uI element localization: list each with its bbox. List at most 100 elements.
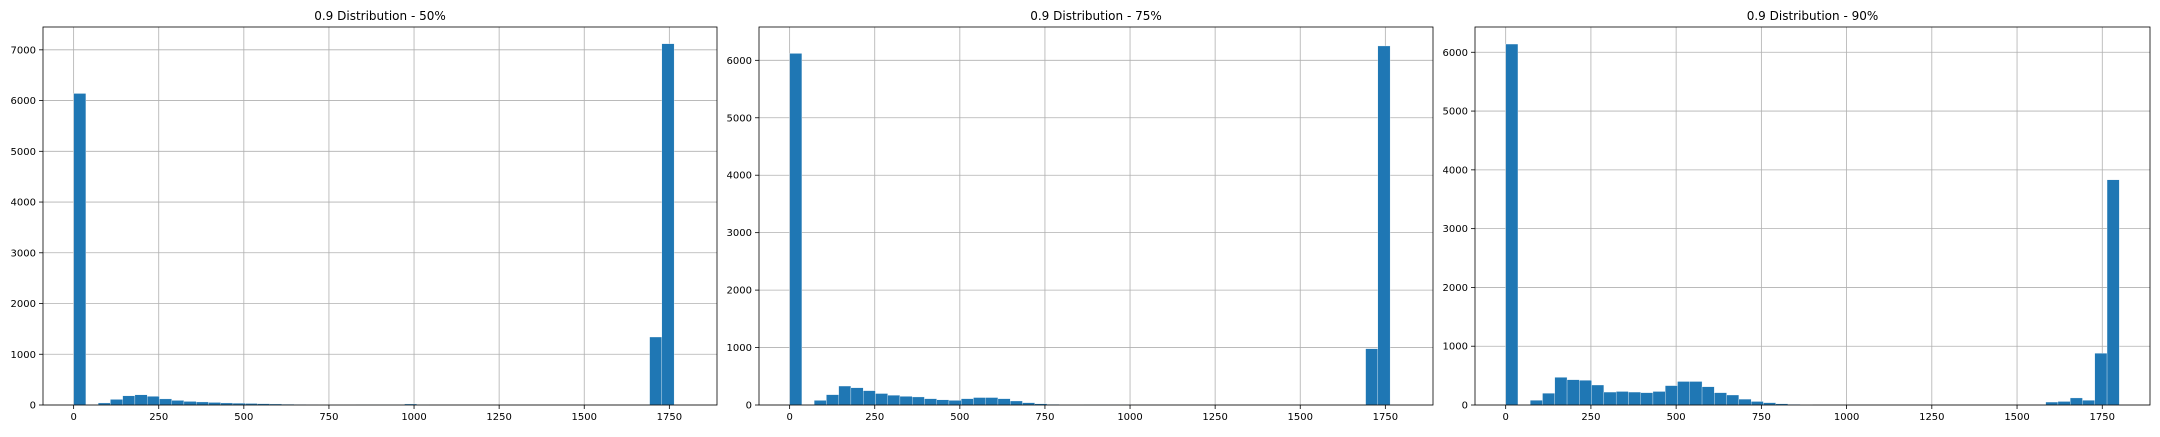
histogram-bar bbox=[973, 398, 985, 405]
histogram-bar bbox=[110, 399, 122, 405]
chart-title: 0.9 Distribution - 50% bbox=[314, 9, 446, 23]
histogram-bar bbox=[1592, 385, 1604, 405]
histogram-bar bbox=[662, 44, 674, 405]
histogram-bar bbox=[1665, 386, 1677, 405]
histogram-bar bbox=[196, 402, 208, 405]
histogram-bar bbox=[924, 399, 936, 405]
histogram-bar bbox=[1543, 393, 1555, 405]
x-tick-label: 750 bbox=[319, 412, 338, 423]
x-tick-label: 1000 bbox=[401, 412, 426, 423]
x-tick-label: 1750 bbox=[1373, 412, 1398, 423]
x-tick-label: 1500 bbox=[2004, 412, 2029, 423]
histogram-bar bbox=[650, 337, 662, 405]
x-tick-label: 1500 bbox=[572, 412, 597, 423]
y-tick-label: 7000 bbox=[11, 45, 36, 56]
histogram-bar bbox=[986, 398, 998, 405]
x-tick-label: 0 bbox=[1502, 412, 1508, 423]
x-tick-label: 1000 bbox=[1834, 412, 1859, 423]
histogram-bar bbox=[1702, 387, 1714, 405]
histogram-bar bbox=[826, 395, 838, 405]
y-tick-label: 3000 bbox=[727, 228, 752, 239]
y-tick-label: 4000 bbox=[727, 171, 752, 182]
histogram-bar bbox=[839, 386, 851, 405]
y-tick-label: 3000 bbox=[11, 248, 36, 259]
histogram-bar bbox=[159, 399, 171, 405]
y-tick-label: 1000 bbox=[727, 343, 752, 354]
y-tick-label: 4000 bbox=[1443, 165, 1468, 176]
y-tick-label: 1000 bbox=[1443, 342, 1468, 353]
x-tick-label: 0 bbox=[70, 412, 76, 423]
x-tick-label: 1250 bbox=[1202, 412, 1227, 423]
histogram-bar bbox=[1751, 401, 1763, 405]
y-tick-label: 3000 bbox=[1443, 224, 1468, 235]
x-tick-label: 1500 bbox=[1288, 412, 1313, 423]
y-tick-label: 2000 bbox=[11, 299, 36, 310]
histogram-bar bbox=[961, 399, 973, 405]
histogram-bar bbox=[2070, 398, 2082, 405]
histogram-bar bbox=[1739, 399, 1751, 405]
y-tick-label: 2000 bbox=[1443, 283, 1468, 294]
histogram-bar bbox=[1714, 393, 1726, 405]
y-tick-label: 0 bbox=[746, 401, 752, 412]
histogram-bar bbox=[1378, 46, 1390, 405]
histogram-bar bbox=[1653, 391, 1665, 405]
y-tick-label: 0 bbox=[1462, 401, 1468, 412]
histogram-bar bbox=[1727, 395, 1739, 405]
x-tick-label: 250 bbox=[1581, 412, 1600, 423]
x-tick-label: 1250 bbox=[486, 412, 511, 423]
x-tick-label: 1000 bbox=[1117, 412, 1142, 423]
histogram-bar bbox=[1678, 381, 1690, 405]
x-tick-label: 750 bbox=[1752, 412, 1771, 423]
histogram-bar bbox=[1530, 400, 1542, 405]
histogram-bar bbox=[1604, 392, 1616, 405]
histogram-bar bbox=[937, 400, 949, 405]
histogram-bar bbox=[900, 396, 912, 405]
histogram-bar bbox=[863, 391, 875, 405]
x-tick-label: 750 bbox=[1035, 412, 1054, 423]
y-tick-label: 6000 bbox=[1443, 48, 1468, 59]
histogram-bar bbox=[1579, 380, 1591, 405]
y-tick-label: 6000 bbox=[11, 96, 36, 107]
histogram-bar bbox=[875, 394, 887, 405]
y-tick-label: 5000 bbox=[1443, 107, 1468, 118]
histogram-bar bbox=[1506, 44, 1518, 405]
y-tick-label: 5000 bbox=[727, 113, 752, 124]
x-tick-label: 500 bbox=[1667, 412, 1686, 423]
y-tick-label: 5000 bbox=[11, 147, 36, 158]
x-tick-label: 500 bbox=[950, 412, 969, 423]
histogram-bar bbox=[2095, 353, 2107, 405]
histogram-bar bbox=[184, 401, 196, 405]
histogram-bar bbox=[2083, 400, 2095, 405]
histogram-bar bbox=[814, 400, 826, 405]
histogram-bar bbox=[1567, 380, 1579, 405]
histogram-bar bbox=[2058, 401, 2070, 405]
histogram-bar bbox=[998, 399, 1010, 405]
histogram-bar bbox=[851, 388, 863, 405]
y-tick-label: 0 bbox=[30, 401, 36, 412]
histogram-bar bbox=[1641, 393, 1653, 405]
histogram-bar bbox=[1616, 391, 1628, 405]
histogram-bar bbox=[1555, 377, 1567, 405]
y-tick-label: 4000 bbox=[11, 198, 36, 209]
histogram-bar bbox=[1628, 392, 1640, 405]
histogram-bar bbox=[74, 93, 86, 405]
y-tick-label: 1000 bbox=[11, 350, 36, 361]
x-tick-label: 1750 bbox=[657, 412, 682, 423]
histogram-bar bbox=[1366, 349, 1378, 405]
histogram-bar bbox=[2107, 180, 2119, 405]
histogram-bar bbox=[2046, 402, 2058, 405]
x-tick-label: 500 bbox=[234, 412, 253, 423]
histogram-bar bbox=[123, 396, 135, 405]
histogram-bar bbox=[135, 395, 147, 405]
histogram-bar bbox=[172, 400, 184, 405]
histogram-bar bbox=[790, 53, 802, 405]
histogram-bar bbox=[1010, 401, 1022, 405]
chart-title: 0.9 Distribution - 90% bbox=[1747, 9, 1879, 23]
histogram-bar bbox=[888, 395, 900, 405]
x-tick-label: 250 bbox=[149, 412, 168, 423]
y-tick-label: 2000 bbox=[727, 286, 752, 297]
x-tick-label: 1750 bbox=[2090, 412, 2115, 423]
x-tick-label: 0 bbox=[786, 412, 792, 423]
